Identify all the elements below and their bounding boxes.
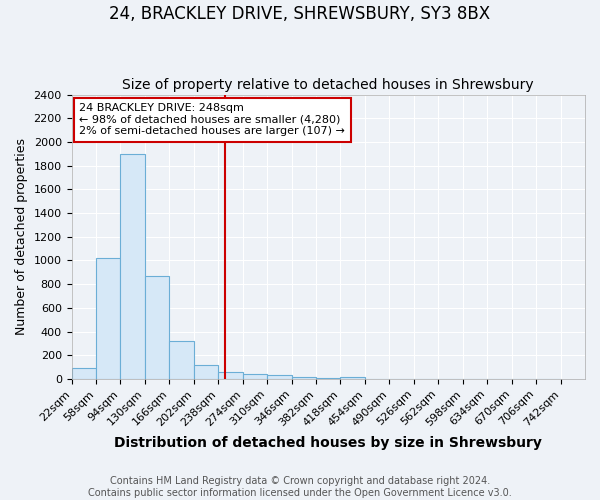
Bar [267, 376, 292, 379]
Bar [340, 376, 365, 379]
Bar [169, 341, 194, 379]
Bar [194, 364, 218, 379]
Bar [218, 372, 242, 379]
Text: 24 BRACKLEY DRIVE: 248sqm
← 98% of detached houses are smaller (4,280)
2% of sem: 24 BRACKLEY DRIVE: 248sqm ← 98% of detac… [79, 103, 345, 136]
Y-axis label: Number of detached properties: Number of detached properties [15, 138, 28, 336]
Bar [145, 276, 169, 379]
Bar [121, 154, 145, 379]
Bar [242, 374, 267, 379]
Text: 24, BRACKLEY DRIVE, SHREWSBURY, SY3 8BX: 24, BRACKLEY DRIVE, SHREWSBURY, SY3 8BX [109, 5, 491, 23]
Title: Size of property relative to detached houses in Shrewsbury: Size of property relative to detached ho… [122, 78, 534, 92]
Bar [316, 378, 340, 379]
Text: Contains HM Land Registry data © Crown copyright and database right 2024.
Contai: Contains HM Land Registry data © Crown c… [88, 476, 512, 498]
X-axis label: Distribution of detached houses by size in Shrewsbury: Distribution of detached houses by size … [115, 436, 542, 450]
Bar [71, 368, 96, 379]
Bar [292, 377, 316, 379]
Bar [96, 258, 121, 379]
